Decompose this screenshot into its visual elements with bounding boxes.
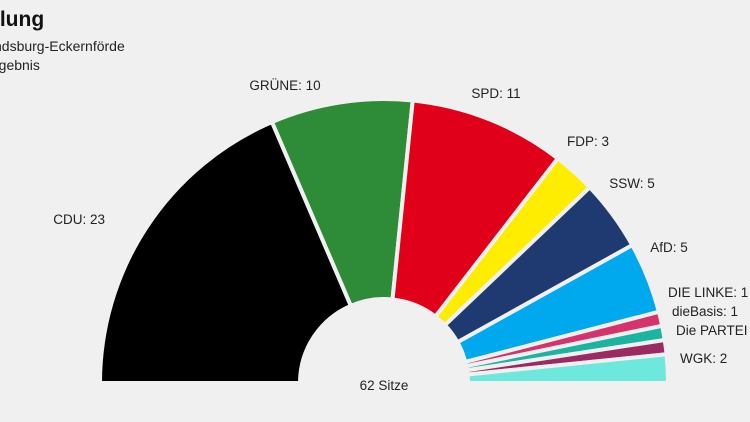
label-afd: AfD: 5 <box>650 240 688 255</box>
label-cdu: CDU: 23 <box>53 212 105 227</box>
slice-wgk <box>465 352 670 385</box>
chart-title: ilung <box>0 8 45 31</box>
label-wgk: WGK: 2 <box>680 351 727 366</box>
total-seats-label: 62 Sitze <box>360 378 409 393</box>
subtitle-line-1: ndsburg-Eckernförde <box>0 38 125 54</box>
label-ssw: SSW: 5 <box>609 176 655 191</box>
label-fdp: FDP: 3 <box>567 134 609 149</box>
slice-cdu <box>98 120 353 385</box>
slice-spd <box>390 98 560 319</box>
label-grüne: GRÜNE: 10 <box>249 78 320 93</box>
chart-subtitle: ndsburg-Eckernförde rgebnis <box>0 37 125 75</box>
subtitle-line-2: rgebnis <box>0 57 40 73</box>
label-diebasis: dieBasis: 1 <box>672 304 738 319</box>
label-die-linke: DIE LINKE: 1 <box>668 285 748 300</box>
slice-grüne <box>270 97 415 308</box>
label-spd: SPD: 11 <box>471 86 520 101</box>
label-die-partei: Die PARTEI <box>676 323 748 338</box>
